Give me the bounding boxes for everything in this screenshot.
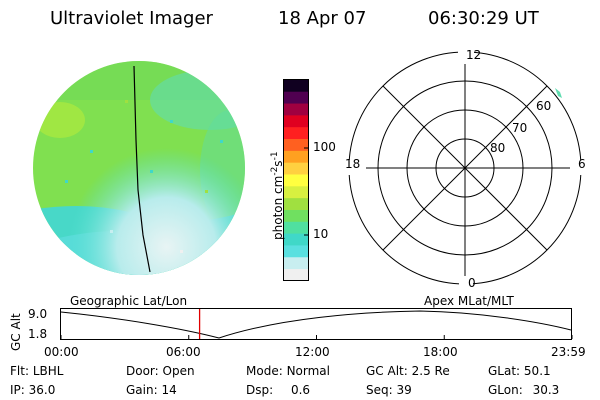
instrument-title: Ultraviolet Imager bbox=[50, 8, 213, 29]
mlt-label-0: 0 bbox=[468, 276, 476, 290]
colorbar-cell bbox=[283, 245, 309, 258]
time-label: 06:30:29 UT bbox=[428, 8, 539, 29]
date-label: 18 Apr 07 bbox=[278, 8, 367, 29]
colorbar-cell bbox=[283, 79, 309, 92]
colorbar-cell bbox=[283, 150, 309, 163]
colorbar-cell bbox=[283, 209, 309, 222]
time-tick-1800: 18:00 bbox=[423, 345, 458, 359]
seq-info: Seq: 39 bbox=[366, 383, 412, 397]
colorbar-cell bbox=[283, 233, 309, 246]
timeline-ylabel: GC Alt bbox=[9, 313, 23, 351]
lat-label-60: 60 bbox=[536, 99, 552, 113]
colorbar-tick-10: 10 bbox=[313, 227, 329, 241]
ip-info: IP: 36.0 bbox=[10, 383, 56, 397]
timeline-y-high: 9.0 bbox=[28, 307, 48, 321]
gain-info: Gain: 14 bbox=[126, 383, 177, 397]
dsp-info: Dsp: 0.6 bbox=[246, 383, 311, 397]
colorbar-cell bbox=[283, 268, 309, 281]
time-tick-1200: 12:00 bbox=[295, 345, 330, 359]
gc-alt-info: GC Alt: 2.5 Re bbox=[366, 364, 450, 378]
altitude-curve bbox=[60, 310, 572, 339]
pixel-noise bbox=[45, 90, 223, 253]
mlt-label-6: 6 bbox=[578, 157, 586, 171]
terminator-line bbox=[133, 65, 151, 273]
colorbar-cell bbox=[283, 114, 309, 128]
colorbar-cell bbox=[283, 174, 309, 187]
filter-info: Flt: LBHL bbox=[10, 364, 64, 378]
time-tick-0000: 00:00 bbox=[44, 345, 79, 359]
orbit-altitude-plot bbox=[60, 308, 573, 340]
colorbar-cell bbox=[283, 221, 309, 234]
colorbar-cell bbox=[283, 256, 309, 270]
colorbar-cell bbox=[283, 162, 309, 175]
apex-caption: Apex MLat/MLT bbox=[424, 294, 514, 308]
time-tick-2359: 23:59 bbox=[551, 345, 586, 359]
colorbar-unit-label: photon cm-2s-1 bbox=[270, 151, 285, 240]
time-tick-0600: 06:00 bbox=[166, 345, 201, 359]
auroral-image-disk bbox=[33, 61, 245, 275]
colorbar-cell bbox=[283, 91, 309, 104]
colorbar-cell bbox=[283, 185, 309, 199]
glon-info: GLon: 30.3 bbox=[488, 383, 560, 397]
timeline-y-low: 1.8 bbox=[28, 327, 48, 341]
glat-info: GLat: 50.1 bbox=[488, 364, 551, 378]
polar-mlt-plot bbox=[344, 51, 584, 289]
colorbar-cell bbox=[283, 103, 309, 116]
colorbar-cell bbox=[283, 126, 309, 140]
colorbar-cell bbox=[283, 197, 309, 210]
aurora-patch bbox=[555, 88, 562, 98]
colorbar-tick-100: 100 bbox=[313, 140, 336, 154]
colorbar bbox=[283, 79, 309, 281]
mlt-label-18: 18 bbox=[345, 157, 361, 171]
geographic-caption: Geographic Lat/Lon bbox=[70, 294, 188, 308]
colorbar-cell bbox=[283, 138, 309, 151]
mode-info: Mode: Normal bbox=[246, 364, 330, 378]
lat-label-80: 80 bbox=[490, 141, 506, 155]
mlt-label-12: 12 bbox=[466, 48, 482, 62]
door-info: Door: Open bbox=[126, 364, 195, 378]
lat-label-70: 70 bbox=[512, 121, 528, 135]
